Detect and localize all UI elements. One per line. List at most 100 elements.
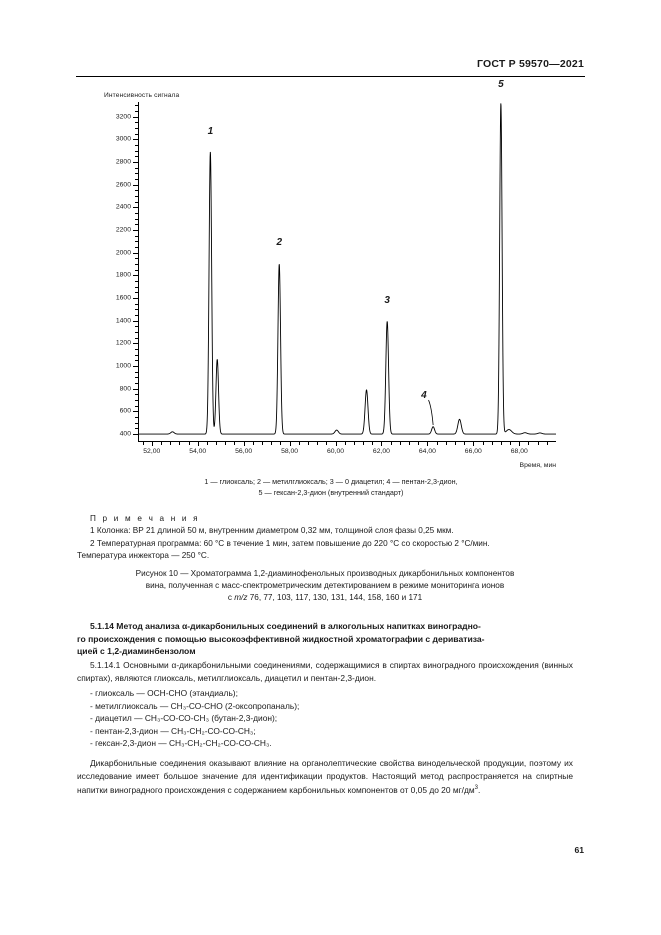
x-axis-minor-tick bbox=[390, 442, 392, 445]
x-axis-tick-label: 58,00 bbox=[281, 448, 299, 455]
x-axis-minor-tick bbox=[160, 442, 162, 445]
list-item: - метилглиоксаль — СН₃-СО-СНО (2-оксопро… bbox=[90, 700, 300, 711]
section-heading: 5.1.14 Метод анализа α-дикарбонильных со… bbox=[77, 620, 573, 658]
peak-label-1: 1 bbox=[207, 126, 214, 138]
figure-caption-line-1: Рисунок 10 — Хроматограмма 1,2-диаминофе… bbox=[135, 569, 515, 578]
chromatogram-trace bbox=[138, 103, 556, 435]
y-axis-minor-tick bbox=[135, 428, 138, 430]
section-heading-line-2: го происхождения с помощью высокоэффекти… bbox=[77, 633, 485, 644]
y-axis-minor-tick bbox=[135, 383, 138, 385]
y-axis-minor-tick bbox=[135, 247, 138, 249]
y-axis-minor-tick bbox=[135, 405, 138, 407]
y-axis-tick bbox=[133, 184, 138, 186]
y-axis-minor-tick bbox=[135, 258, 138, 260]
y-axis-minor-tick bbox=[135, 196, 138, 198]
y-axis-minor-tick bbox=[135, 179, 138, 181]
x-axis-minor-tick bbox=[170, 442, 172, 445]
page-number: 61 bbox=[574, 845, 584, 855]
x-axis-title: Время, мин bbox=[519, 462, 556, 469]
x-axis-minor-tick bbox=[546, 442, 548, 445]
x-axis-tick bbox=[243, 442, 245, 446]
y-axis-tick-label: 1600 bbox=[115, 294, 131, 302]
list-item: - гексан-2,3-дион — СН₃-СН₂-СН₂-СО-СО-СН… bbox=[90, 738, 272, 749]
y-axis-minor-tick bbox=[135, 394, 138, 396]
y-axis-tick bbox=[133, 139, 138, 141]
x-axis-tick-label: 66,00 bbox=[464, 448, 482, 455]
y-axis-minor-tick bbox=[135, 173, 138, 175]
signal-trace-path bbox=[138, 103, 556, 435]
y-axis-tick-label: 1000 bbox=[115, 362, 131, 370]
x-axis-minor-tick bbox=[271, 442, 273, 445]
x-axis-minor-tick bbox=[363, 442, 365, 445]
paragraph-5-1-14-1: 5.1.14.1 Основными α-дикарбонильными сое… bbox=[77, 660, 573, 683]
x-axis-minor-tick bbox=[326, 442, 328, 445]
peak-label-2: 2 bbox=[276, 237, 283, 249]
y-axis-minor-tick bbox=[135, 281, 138, 283]
y-axis-minor-tick bbox=[135, 128, 138, 130]
list-item: - глиоксаль — ОСН-СНО (этандиаль); bbox=[90, 688, 238, 698]
x-axis-minor-tick bbox=[179, 442, 181, 445]
y-axis-tick-label: 400 bbox=[119, 430, 131, 438]
y-axis-minor-tick bbox=[135, 235, 138, 237]
x-axis-minor-tick bbox=[399, 442, 401, 445]
x-axis-tick bbox=[381, 442, 383, 446]
x-axis-minor-tick bbox=[307, 442, 309, 445]
x-axis-minor-tick bbox=[188, 442, 190, 445]
y-axis-minor-tick bbox=[135, 224, 138, 226]
y-axis-tick-label: 800 bbox=[119, 385, 131, 393]
x-axis-tick bbox=[335, 442, 337, 446]
x-axis-tick bbox=[519, 442, 521, 446]
y-axis-tick bbox=[133, 434, 138, 436]
x-axis-line bbox=[138, 441, 556, 442]
notes-block: П р и м е ч а н и я 1 Колонка: ВР 21 дли… bbox=[77, 513, 573, 563]
y-axis-tick-label: 2600 bbox=[115, 181, 131, 189]
y-axis-minor-tick bbox=[135, 133, 138, 135]
x-axis-tick bbox=[151, 442, 153, 446]
x-axis-tick bbox=[197, 442, 199, 446]
x-axis-minor-tick bbox=[225, 442, 227, 445]
y-axis-minor-tick bbox=[135, 145, 138, 147]
y-axis-minor-tick bbox=[135, 377, 138, 379]
figure-caption-line-3: с m/z 76, 77, 103, 117, 130, 131, 144, 1… bbox=[77, 592, 573, 604]
y-axis-minor-tick bbox=[135, 326, 138, 328]
y-axis-tick bbox=[133, 388, 138, 390]
y-axis-minor-tick bbox=[135, 286, 138, 288]
y-axis-minor-tick bbox=[135, 309, 138, 311]
x-axis-minor-tick bbox=[206, 442, 208, 445]
x-axis-minor-tick bbox=[344, 442, 346, 445]
x-axis-minor-tick bbox=[142, 442, 144, 445]
y-axis-minor-tick bbox=[135, 150, 138, 152]
y-axis-tick-label: 2200 bbox=[115, 226, 131, 234]
y-axis-minor-tick bbox=[135, 417, 138, 419]
note-2-continuation: Температура инжектора — 250 °С. bbox=[77, 551, 210, 561]
peak-4-leader-line bbox=[428, 399, 434, 426]
peak-label-3: 3 bbox=[384, 295, 390, 307]
x-axis-minor-tick bbox=[445, 442, 447, 445]
y-axis-tick bbox=[133, 366, 138, 368]
y-axis-tick bbox=[133, 411, 138, 413]
figure-legend: 1 — глиоксаль; 2 — метилглиоксаль; 3 — 0… bbox=[76, 476, 586, 498]
caption-mz-values: 76, 77, 103, 117, 130, 131, 144, 158, 16… bbox=[247, 593, 423, 603]
note-2: 2 Температурная программа: 60 °С в течен… bbox=[90, 538, 490, 548]
y-axis-tick-label: 600 bbox=[119, 407, 131, 415]
y-axis-minor-tick bbox=[135, 111, 138, 113]
section-heading-line-1: 5.1.14 Метод анализа α-дикарбонильных со… bbox=[90, 621, 481, 631]
y-axis-minor-tick bbox=[135, 105, 138, 107]
y-axis-minor-tick bbox=[135, 167, 138, 169]
y-axis-minor-tick bbox=[135, 269, 138, 271]
x-axis-minor-tick bbox=[216, 442, 218, 445]
x-axis-minor-tick bbox=[510, 442, 512, 445]
x-axis-tick bbox=[473, 442, 475, 446]
chromatogram-figure: Интенсивность сигнала Время, мин 400 600 8… bbox=[76, 79, 586, 480]
x-axis-tick-label: 64,00 bbox=[418, 448, 436, 455]
figure-caption-line-2: вина, полученная с масс-спектрометрическ… bbox=[145, 581, 505, 591]
x-axis-tick bbox=[427, 442, 429, 446]
header-rule bbox=[76, 76, 585, 77]
x-axis-minor-tick bbox=[298, 442, 300, 445]
y-axis-tick bbox=[133, 252, 138, 254]
unit-exponent: 3 bbox=[474, 785, 478, 792]
note-1: 1 Колонка: ВР 21 длиной 50 м, внутренним… bbox=[90, 526, 454, 536]
list-item: - пентан-2,3-дион — СН₃-СН₂-СО-СО-СН₃; bbox=[90, 725, 256, 736]
x-axis-minor-tick bbox=[528, 442, 530, 445]
